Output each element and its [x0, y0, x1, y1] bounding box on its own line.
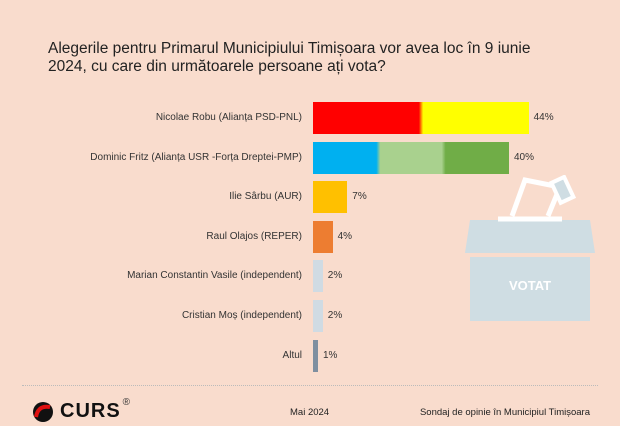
registered-mark: ® — [122, 397, 131, 408]
curs-logo: CURS ® — [30, 397, 131, 423]
category-label: Raul Olajos (REPER) — [206, 230, 302, 242]
value-label: 4% — [337, 230, 353, 242]
category-label: Marian Constantin Vasile (independent) — [127, 270, 302, 282]
footer-date: Mai 2024 — [290, 407, 330, 418]
category-label: Dominic Fritz (Alianța USR -Forța Drepte… — [90, 151, 302, 163]
curs-logo-icon — [33, 401, 53, 422]
category-label: Nicolae Robu (Alianța PSD-PNL) — [155, 112, 302, 123]
value-label: 1% — [323, 349, 338, 361]
bar — [313, 260, 323, 293]
bar — [313, 102, 529, 134]
value-label: 2% — [327, 270, 343, 282]
bar — [313, 300, 323, 332]
value-label: 7% — [352, 191, 367, 203]
value-label: 44% — [533, 112, 554, 123]
bar — [313, 181, 348, 214]
category-label: Ilie Sârbu (AUR) — [229, 191, 302, 203]
logo-text: CURS — [60, 400, 121, 422]
category-label: Altul — [282, 349, 302, 361]
bar — [313, 339, 318, 372]
ballot-box-icon: VOTAT — [465, 175, 595, 321]
divider — [22, 385, 598, 386]
value-label: 40% — [514, 151, 535, 163]
bar — [313, 141, 509, 174]
bar-chart: Nicolae Robu (Alianța PSD-PNL) 44% Dominic… — [90, 102, 554, 372]
chart-title: Alegerile pentru Primarul Municipiului T… — [48, 40, 531, 75]
footer-source: Sondaj de opinie în Municipiul Timișoara — [419, 407, 590, 418]
category-label: Cristian Moș (independent) — [181, 310, 302, 321]
ballot-box-label: VOTAT — [509, 278, 551, 293]
bar — [313, 220, 333, 253]
value-label: 2% — [327, 310, 343, 321]
